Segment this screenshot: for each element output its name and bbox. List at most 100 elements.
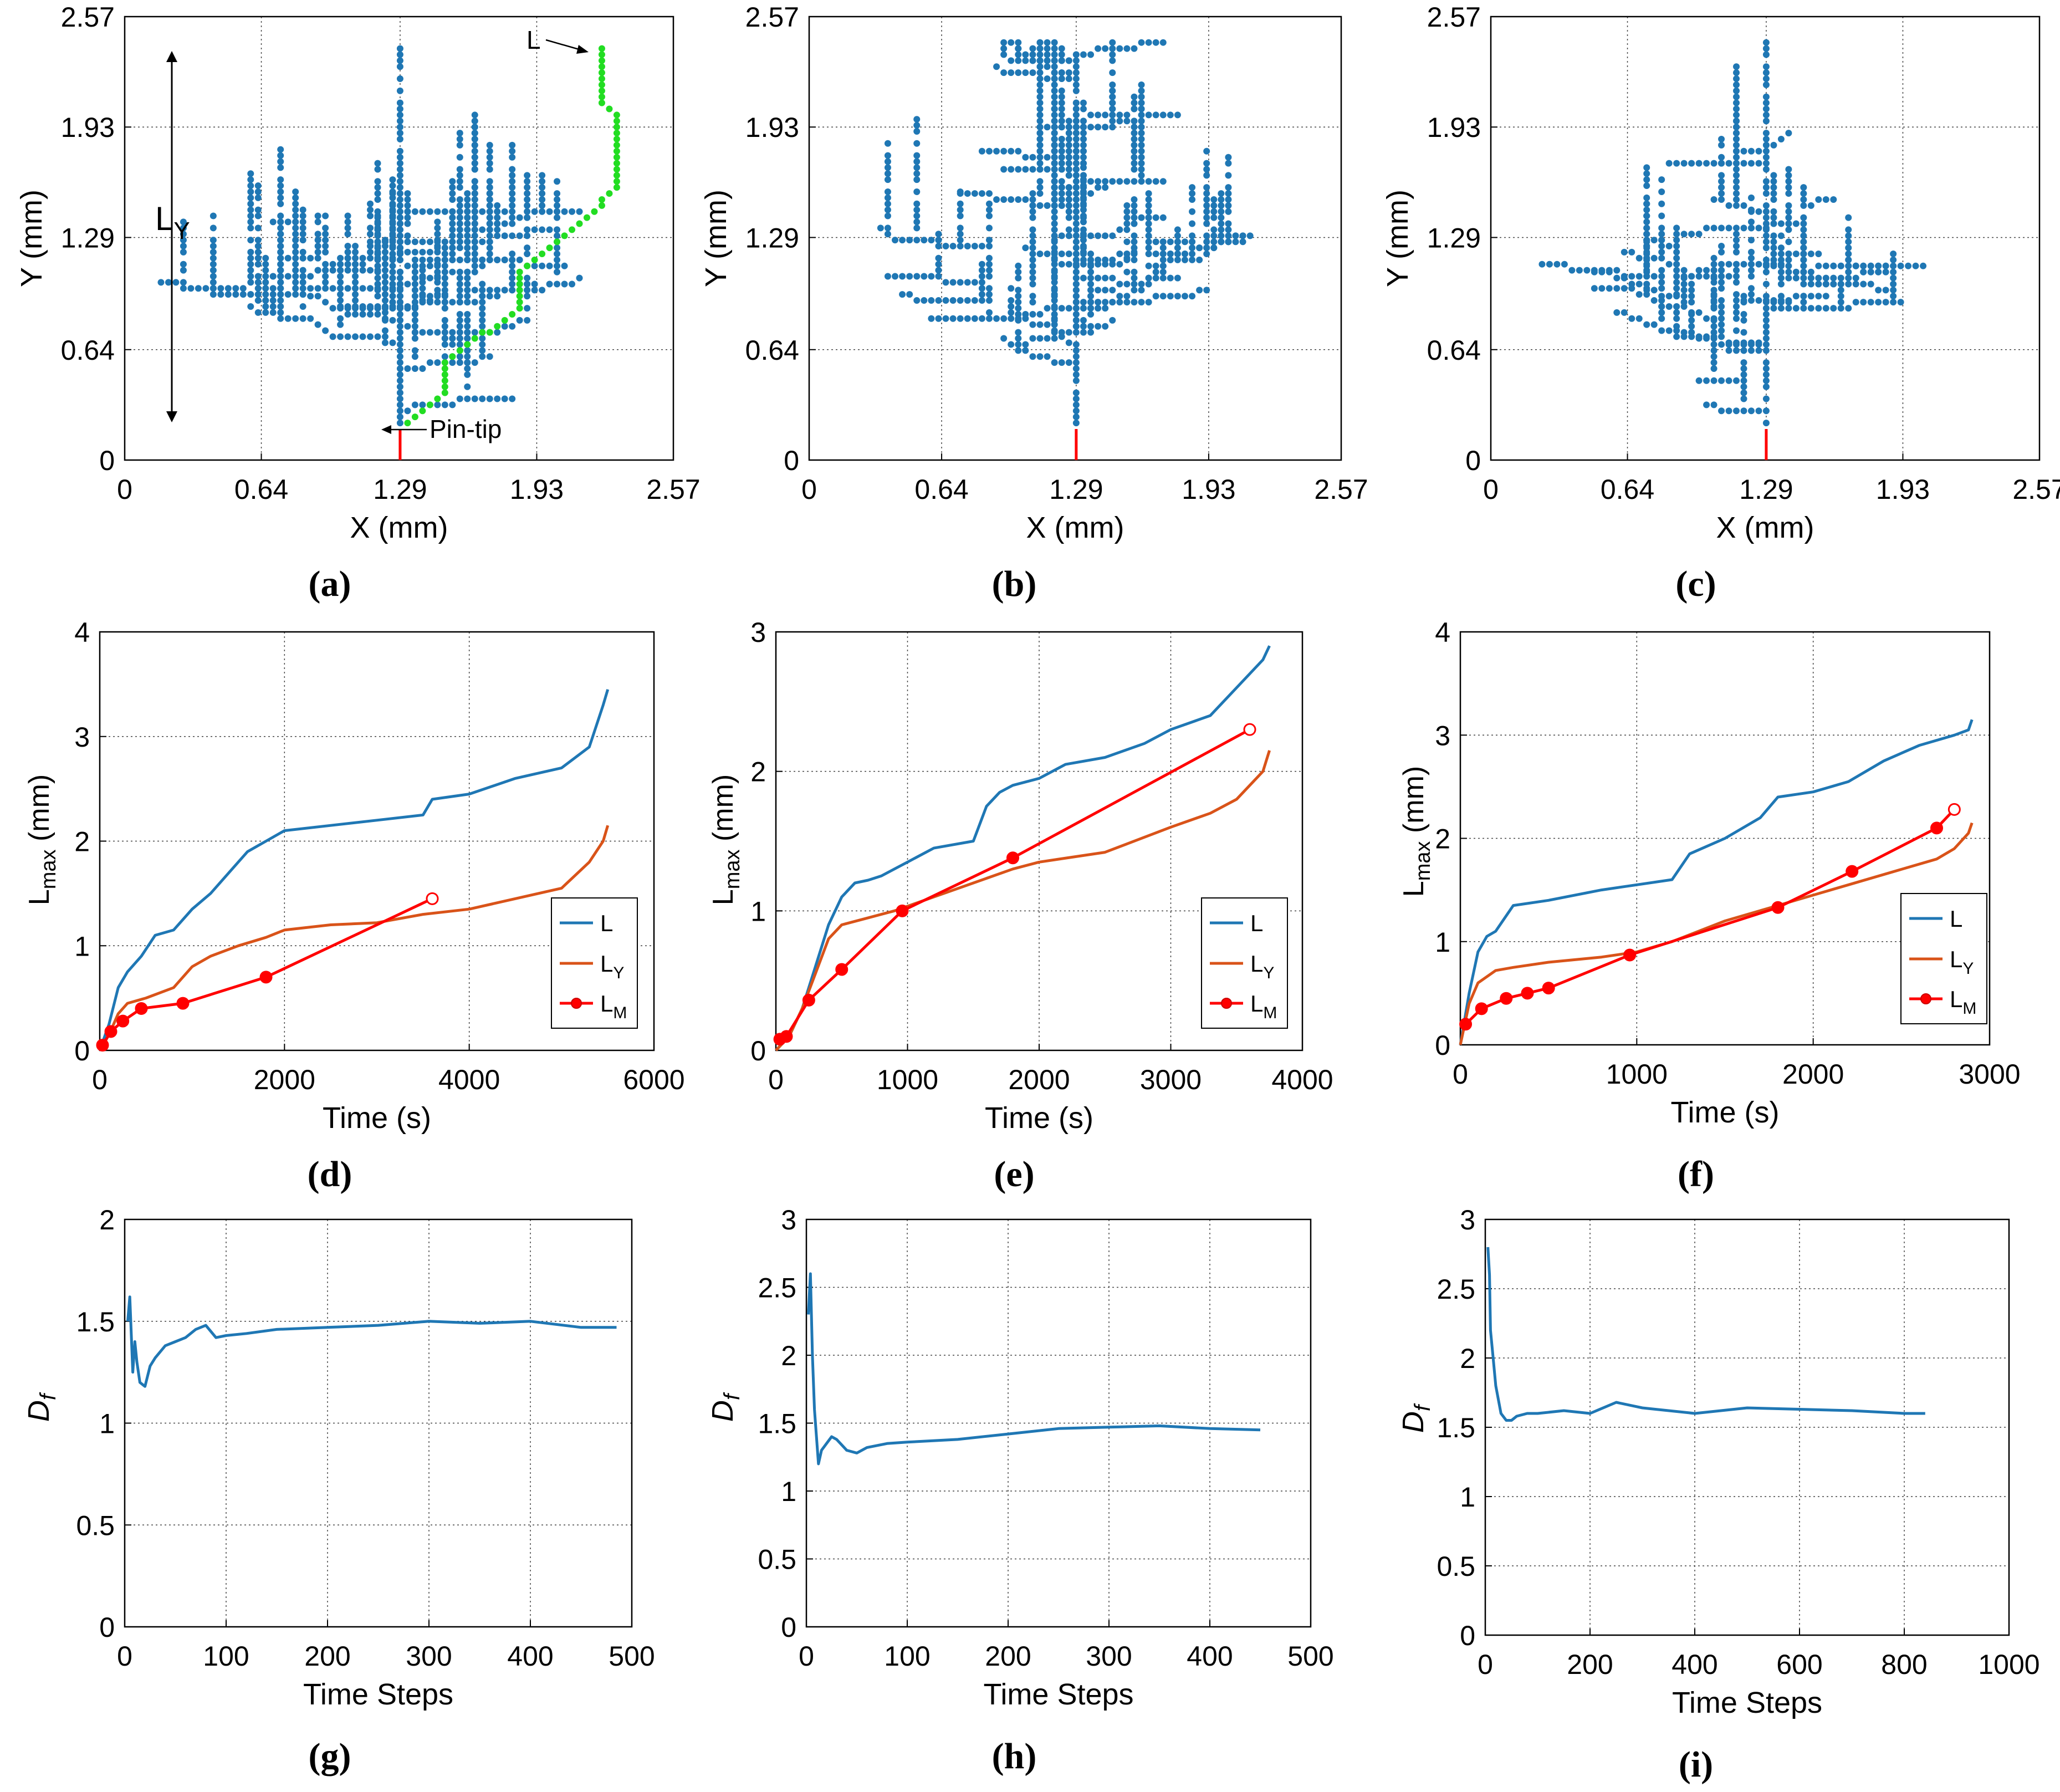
- tree-point: [884, 158, 891, 165]
- tree-point: [1785, 190, 1792, 197]
- tree-point: [1732, 196, 1740, 203]
- tree-point: [1072, 214, 1080, 221]
- tree-point: [1159, 262, 1167, 269]
- tree-point: [441, 341, 448, 348]
- tree-point: [1029, 256, 1036, 263]
- y-tick-label: 2.5: [1437, 1274, 1475, 1305]
- tree-point: [1029, 268, 1036, 275]
- tree-point: [1210, 202, 1218, 209]
- tree-point: [524, 172, 531, 179]
- tree-point: [1673, 160, 1680, 167]
- tree-point: [1051, 178, 1058, 185]
- tree-point: [314, 285, 321, 292]
- tree-point: [1882, 268, 1889, 275]
- tree-point: [359, 303, 366, 310]
- tree-point: [957, 188, 964, 195]
- tree-point: [1800, 299, 1807, 306]
- longest-path-point: [471, 335, 478, 342]
- tree-point: [1576, 267, 1583, 274]
- tree-point: [1036, 184, 1044, 191]
- tree-point: [1643, 243, 1650, 250]
- tree-point: [381, 297, 389, 304]
- tree-point: [539, 226, 546, 233]
- tree-point: [1051, 172, 1058, 179]
- tree-point: [1022, 166, 1029, 173]
- longest-path-point: [441, 365, 448, 372]
- tree-point: [957, 279, 964, 286]
- tree-point: [464, 220, 471, 227]
- tree-point: [1680, 333, 1688, 340]
- tree-point: [1718, 141, 1725, 149]
- tree-point: [1703, 160, 1710, 167]
- panel-label-d: (d): [308, 1154, 352, 1194]
- tree-point: [1740, 329, 1747, 336]
- tree-point: [524, 274, 531, 282]
- tree-point: [381, 333, 389, 340]
- tree-point: [1830, 196, 1837, 203]
- tree-point: [1058, 45, 1065, 52]
- tree-point: [1837, 305, 1844, 312]
- tree-point: [1015, 299, 1022, 306]
- tree-point: [389, 238, 396, 246]
- y-tick-label: 1.29: [1427, 222, 1481, 253]
- tree-point: [449, 268, 456, 275]
- tree-point: [322, 273, 329, 280]
- tree-point: [1159, 39, 1167, 46]
- tree-point: [1072, 287, 1080, 294]
- x-tick-label: 1.29: [1739, 474, 1793, 505]
- tree-point: [1800, 232, 1807, 239]
- tree-point: [1065, 147, 1072, 155]
- tree-point: [1029, 214, 1036, 221]
- tree-point: [1807, 268, 1814, 275]
- tree-point: [396, 401, 403, 409]
- tree-point: [180, 267, 187, 274]
- tree-point: [1058, 51, 1065, 58]
- tree-point: [456, 226, 463, 233]
- tree-point: [396, 353, 403, 360]
- lm-marker: [1771, 901, 1785, 914]
- tree-point: [1792, 251, 1800, 258]
- tree-point: [1860, 268, 1867, 275]
- tree-point: [1725, 377, 1732, 384]
- tree-point: [1882, 287, 1889, 294]
- tree-point: [1225, 172, 1232, 179]
- tree-point: [978, 291, 985, 298]
- tree-point: [254, 188, 262, 195]
- y-tick-label: 1: [1435, 927, 1450, 958]
- tree-point: [449, 238, 456, 246]
- tree-point: [1583, 267, 1591, 274]
- tree-point: [277, 261, 284, 268]
- tree-point: [247, 212, 254, 219]
- tree-point: [471, 268, 478, 275]
- tree-point: [456, 202, 463, 209]
- tree-point: [1770, 172, 1777, 179]
- tree-point: [1203, 184, 1210, 191]
- tree-point: [1102, 274, 1109, 282]
- tree-point: [1762, 377, 1770, 384]
- series-line-df: [126, 1295, 617, 1388]
- tree-point: [985, 206, 993, 213]
- tree-point: [1747, 339, 1755, 346]
- ly-annotation-sub: Y: [173, 217, 190, 244]
- tree-point: [1770, 184, 1777, 191]
- tree-point: [396, 365, 403, 372]
- tree-point: [277, 164, 284, 171]
- tree-point: [1000, 335, 1008, 342]
- tree-point: [396, 395, 403, 402]
- tree-point: [374, 226, 381, 233]
- tree-point: [456, 220, 463, 227]
- tree-point: [1109, 39, 1116, 46]
- tree-point: [1800, 184, 1807, 191]
- tree-point: [1167, 293, 1174, 300]
- tree-point: [479, 305, 486, 312]
- tree-point: [344, 303, 351, 310]
- tree-point: [509, 287, 516, 294]
- tree-point: [1732, 309, 1740, 316]
- tree-point: [1867, 268, 1874, 275]
- tree-point: [434, 401, 441, 409]
- tree-point: [906, 291, 913, 298]
- tree-point: [494, 214, 501, 221]
- tree-point: [449, 214, 456, 221]
- tree-point: [1643, 170, 1650, 177]
